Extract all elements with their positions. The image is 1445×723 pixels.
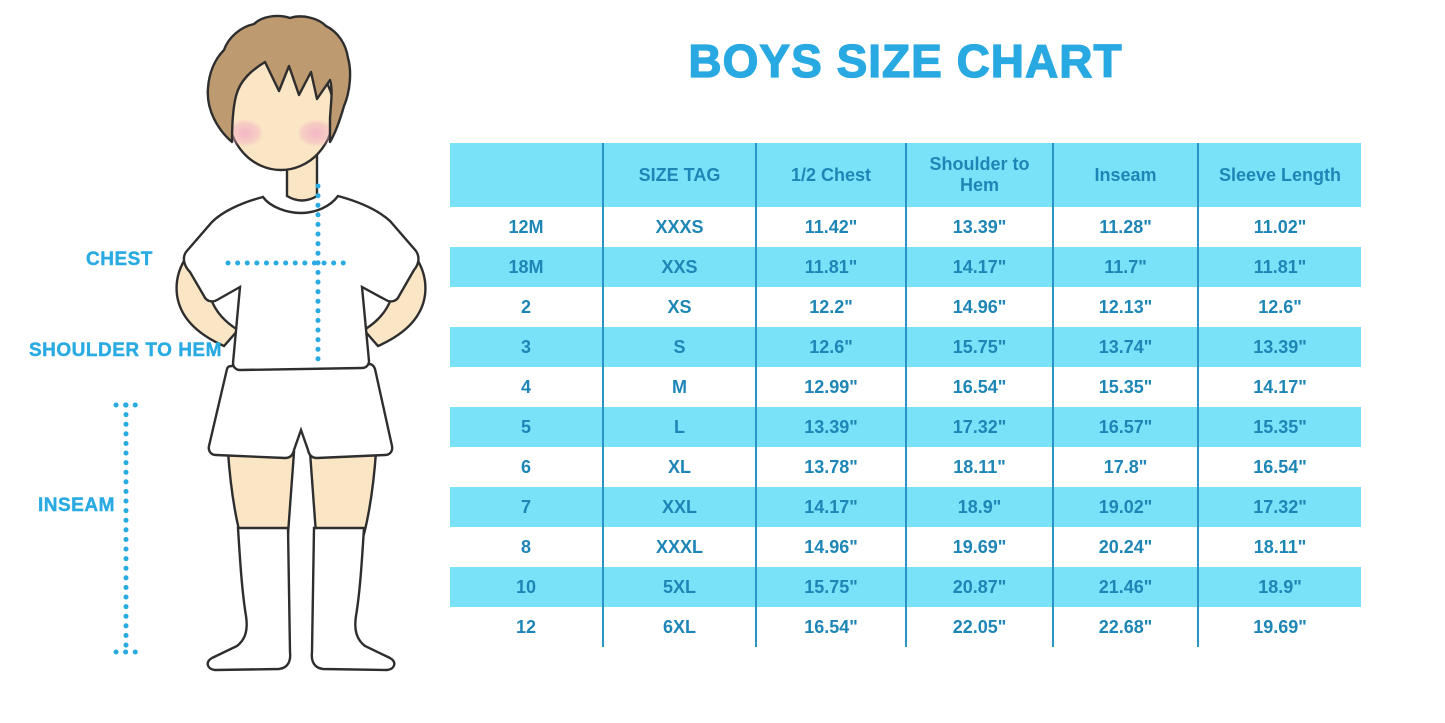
table-cell: 18.11" <box>1197 527 1361 567</box>
table-cell: 19.02" <box>1052 487 1197 527</box>
table-cell: 11.02" <box>1197 207 1361 247</box>
table-cell: S <box>602 327 755 367</box>
header-cell <box>450 143 602 207</box>
table-cell: 19.69" <box>905 527 1052 567</box>
table-cell: 15.35" <box>1197 407 1361 447</box>
left-blush <box>226 119 264 147</box>
table-cell: 18.9" <box>1197 567 1361 607</box>
table-cell: 13.39" <box>1197 327 1361 367</box>
table-cell: XXL <box>602 487 755 527</box>
table-cell: 21.46" <box>1052 567 1197 607</box>
table-cell: XXS <box>602 247 755 287</box>
table-cell: 18.11" <box>905 447 1052 487</box>
table-cell: 12.13" <box>1052 287 1197 327</box>
table-cell: 12.6" <box>755 327 905 367</box>
table-cell: 12.6" <box>1197 287 1361 327</box>
right-blush <box>297 119 335 147</box>
table-cell: 10 <box>450 567 602 607</box>
table-cell: 14.17" <box>905 247 1052 287</box>
table-cell: 13.39" <box>755 407 905 447</box>
table-cell: 13.78" <box>755 447 905 487</box>
table-cell: 14.17" <box>755 487 905 527</box>
table-cell: 11.81" <box>755 247 905 287</box>
table-cell: 13.39" <box>905 207 1052 247</box>
table-cell: M <box>602 367 755 407</box>
table-cell: 12 <box>450 607 602 647</box>
shirt <box>182 194 420 372</box>
table-cell: 4 <box>450 367 602 407</box>
table-cell: 17.8" <box>1052 447 1197 487</box>
size-table: SIZE TAG 1/2 Chest Shoulder to Hem Inseam Sl… <box>450 143 1361 647</box>
hair <box>206 14 352 144</box>
table-cell: 15.35" <box>1052 367 1197 407</box>
boy-illustration <box>113 14 427 672</box>
table-cell: 12.2" <box>755 287 905 327</box>
shoulder-to-hem-label: SHOULDER TO HEM <box>29 340 222 361</box>
table-cell: 5 <box>450 407 602 447</box>
table-cell: 15.75" <box>905 327 1052 367</box>
table-cell: 16.54" <box>755 607 905 647</box>
table-cell: L <box>602 407 755 447</box>
table-cell: 13.74" <box>1052 327 1197 367</box>
table-cell: 14.96" <box>905 287 1052 327</box>
table-cell: 16.57" <box>1052 407 1197 447</box>
header-cell: Sleeve Length <box>1197 143 1361 207</box>
table-cell: 16.54" <box>905 367 1052 407</box>
inseam-label: INSEAM <box>38 495 115 516</box>
page-title: BOYS SIZE CHART <box>688 34 1123 87</box>
table-cell: 18.9" <box>905 487 1052 527</box>
table-cell: 15.75" <box>755 567 905 607</box>
table-cell: XXXL <box>602 527 755 567</box>
shorts <box>207 362 394 460</box>
header-cell: 1/2 Chest <box>755 143 905 207</box>
left-leg <box>226 450 296 536</box>
table-cell: 11.28" <box>1052 207 1197 247</box>
right-sock <box>310 526 396 672</box>
left-sock <box>206 526 292 672</box>
table-cell: 17.32" <box>1197 487 1361 527</box>
header-cell: SIZE TAG <box>602 143 755 207</box>
chest-label: CHEST <box>86 249 153 270</box>
table-cell: 12.99" <box>755 367 905 407</box>
header-cell: Shoulder to Hem <box>905 143 1052 207</box>
table-cell: 11.42" <box>755 207 905 247</box>
table-cell: 20.24" <box>1052 527 1197 567</box>
table-cell: 11.81" <box>1197 247 1361 287</box>
table-cell: 11.7" <box>1052 247 1197 287</box>
table-cell: 12M <box>450 207 602 247</box>
table-cell: 17.32" <box>905 407 1052 447</box>
table-cell: XS <box>602 287 755 327</box>
table-cell: 18M <box>450 247 602 287</box>
table-cell: XL <box>602 447 755 487</box>
table-cell: 8 <box>450 527 602 567</box>
table-cell: 22.68" <box>1052 607 1197 647</box>
table-cell: 16.54" <box>1197 447 1361 487</box>
table-cell: 22.05" <box>905 607 1052 647</box>
header-cell: Inseam <box>1052 143 1197 207</box>
table-cell: 20.87" <box>905 567 1052 607</box>
table-cell: 19.69" <box>1197 607 1361 647</box>
right-leg <box>308 450 378 536</box>
table-cell: 14.17" <box>1197 367 1361 407</box>
table-cell: 3 <box>450 327 602 367</box>
table-cell: 5XL <box>602 567 755 607</box>
table-cell: 2 <box>450 287 602 327</box>
table-cell: XXXS <box>602 207 755 247</box>
table-cell: 6XL <box>602 607 755 647</box>
table-cell: 6 <box>450 447 602 487</box>
table-cell: 14.96" <box>755 527 905 567</box>
table-cell: 7 <box>450 487 602 527</box>
